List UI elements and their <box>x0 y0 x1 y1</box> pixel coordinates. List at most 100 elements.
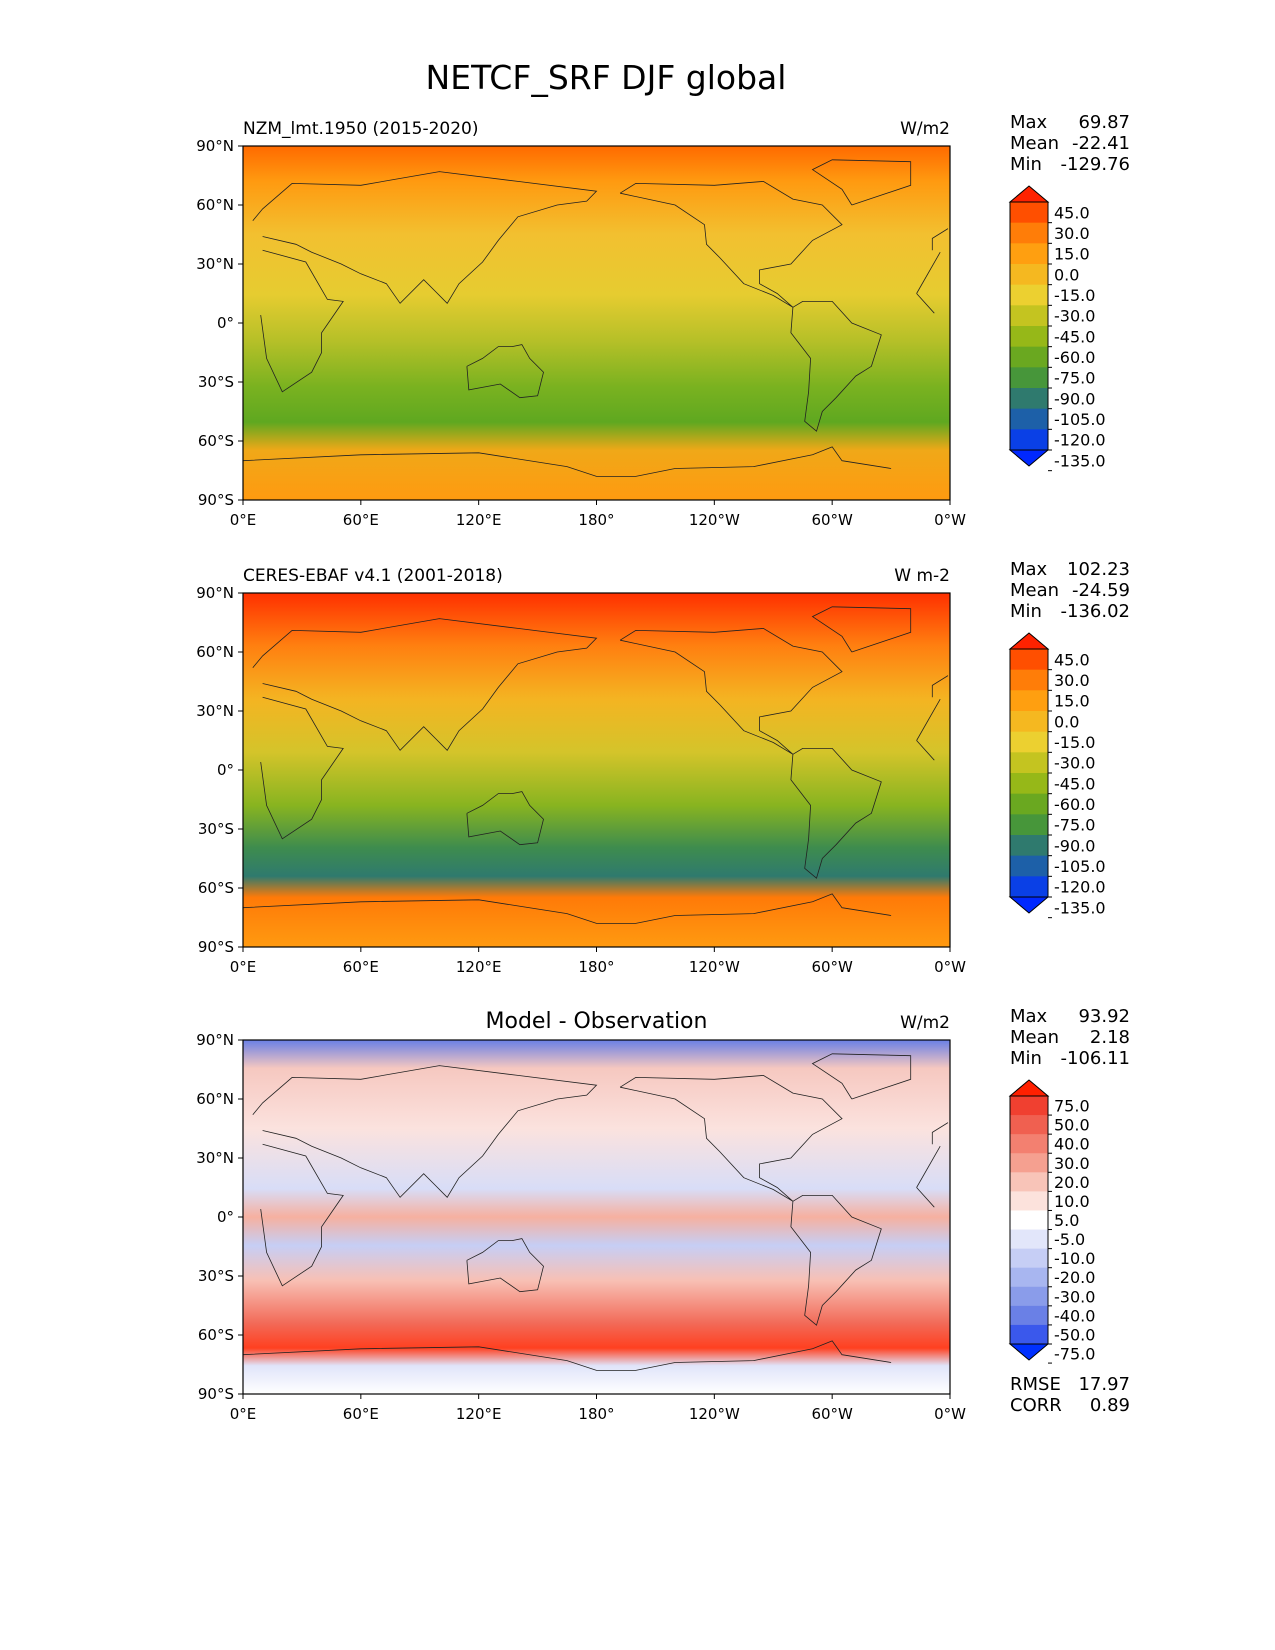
colorbar-tick-label: -105.0 <box>1054 410 1106 429</box>
colorbar-band <box>1010 429 1048 451</box>
stat-label: Max <box>1010 559 1048 580</box>
colorbar-band <box>1010 793 1048 815</box>
x-tick-label: 180° <box>578 511 614 529</box>
coastline-eurasia <box>252 1065 598 1198</box>
x-tick-label: 60°E <box>343 1405 379 1423</box>
x-tick-label: 0°W <box>934 511 966 529</box>
colorbar-tick-label: -45.0 <box>1054 774 1095 793</box>
y-tick-label: 60°N <box>196 1090 234 1108</box>
coastline-eurasia <box>252 618 598 751</box>
colorbar-tick-label: -45.0 <box>1054 327 1095 346</box>
colorbar-tick-label: -75.0 <box>1054 1345 1095 1364</box>
colorbar-band <box>1010 326 1048 348</box>
colorbar-tick-label: -20.0 <box>1054 1268 1095 1287</box>
colorbar-tick-label: 50.0 <box>1054 1116 1090 1135</box>
y-tick-label: 90°S <box>198 938 234 956</box>
colorbar-band <box>1010 1324 1048 1345</box>
colorbar-band <box>1010 1096 1048 1116</box>
coastline-samerica <box>790 748 882 879</box>
colorbar-tick-label: -40.0 <box>1054 1306 1095 1325</box>
colorbar-tick-label: 0.0 <box>1054 265 1079 284</box>
coastline-samerica <box>790 300 882 432</box>
map-field <box>243 1040 950 1394</box>
colorbar-extend-top <box>1008 1079 1050 1097</box>
colorbar-tick-label: -120.0 <box>1054 878 1106 897</box>
colorbar-band <box>1010 1191 1048 1211</box>
colorbar-tick-label: -120.0 <box>1054 431 1106 450</box>
x-tick-label: 120°E <box>456 958 502 976</box>
y-tick-label: 90°S <box>198 1385 234 1403</box>
y-tick-label: 30°S <box>198 1267 234 1285</box>
colorbar-tick-label: 0.0 <box>1054 712 1079 731</box>
coastline-africa <box>916 740 935 761</box>
coastline-eurasia <box>252 171 598 304</box>
y-tick-label: 30°N <box>196 255 234 273</box>
colorbar-tick-label: 30.0 <box>1054 671 1090 690</box>
coastline-australia <box>466 791 544 846</box>
colorbar-tick-label: -10.0 <box>1054 1249 1095 1268</box>
colorbar-band <box>1010 1267 1048 1288</box>
colorbar-extend-bottom <box>1008 896 1050 914</box>
colorbar-band <box>1010 305 1048 327</box>
y-tick-label: 90°S <box>198 491 234 509</box>
y-tick-label: 30°S <box>198 820 234 838</box>
colorbar-band <box>1010 264 1048 286</box>
x-tick-label: 120°E <box>456 511 502 529</box>
colorbar-extend-top <box>1008 632 1050 650</box>
y-tick-label: 30°N <box>196 1149 234 1167</box>
colorbar-tick-label: 15.0 <box>1054 245 1090 264</box>
colorbar-band <box>1010 876 1048 898</box>
x-tick-label: 60°W <box>811 958 853 976</box>
y-tick-label: 60°S <box>198 1326 234 1344</box>
colorbar-tick-label: -75.0 <box>1054 369 1095 388</box>
x-tick-label: 0°E <box>230 1405 257 1423</box>
colorbar-tick-label: -15.0 <box>1054 286 1095 305</box>
y-tick-label: 90°N <box>196 584 234 602</box>
x-tick-label: 60°E <box>343 958 379 976</box>
metric-label: CORR <box>1010 1395 1062 1416</box>
panel-title: Model - Observation <box>486 1009 708 1034</box>
y-tick-label: 60°S <box>198 432 234 450</box>
panel-title: CERES-EBAF v4.1 (2001-2018) <box>243 566 503 586</box>
stat-label: Min <box>1010 1048 1042 1069</box>
x-tick-label: 0°E <box>230 511 257 529</box>
colorbar-tick-label: 5.0 <box>1054 1211 1079 1230</box>
colorbar-band <box>1010 388 1048 410</box>
coastline-africa <box>916 1146 941 1188</box>
panel-1: NZM_lmt.1950 (2015-2020) W/m2 0°E 60°E 120°E… <box>196 112 1130 529</box>
colorbar-tick-label: 40.0 <box>1054 1135 1090 1154</box>
colorbar-tick-label: -75.0 <box>1054 816 1095 835</box>
coastline-africa <box>260 696 344 840</box>
colorbar-tick-label: -15.0 <box>1054 733 1095 752</box>
colorbar-extend-bottom <box>1008 1343 1050 1361</box>
stat-label: Mean <box>1010 133 1059 154</box>
y-tick-label: 90°N <box>196 137 234 155</box>
stat-label: Max <box>1010 112 1048 133</box>
colorbar-band <box>1010 649 1048 671</box>
x-tick-label: 60°W <box>811 1405 853 1423</box>
stat-label: Min <box>1010 154 1042 175</box>
colorbar-tick-label: -30.0 <box>1054 1287 1095 1306</box>
colorbar-band <box>1010 222 1048 244</box>
stat-label: Mean <box>1010 1027 1059 1048</box>
colorbar-tick-label: -105.0 <box>1054 857 1106 876</box>
colorbar-band <box>1010 752 1048 774</box>
coastline-africa <box>260 1143 344 1287</box>
stat-value: 2.18 <box>1090 1027 1130 1048</box>
x-tick-label: 60°W <box>811 511 853 529</box>
x-tick-label: 120°W <box>689 958 740 976</box>
colorbar-tick-label: 75.0 <box>1054 1097 1090 1116</box>
colorbar-tick-label: -50.0 <box>1054 1325 1095 1344</box>
coastline-africa <box>916 252 941 294</box>
stat-label: Max <box>1010 1006 1048 1027</box>
colorbar-tick-label: -135.0 <box>1054 898 1106 917</box>
colorbar-tick-label: 30.0 <box>1054 224 1090 243</box>
colorbar-band <box>1010 243 1048 265</box>
units-label: W/m2 <box>900 119 950 139</box>
colorbar-band <box>1010 1305 1048 1326</box>
x-tick-label: 120°W <box>689 1405 740 1423</box>
coastline-africa <box>916 1187 935 1208</box>
colorbar-band <box>1010 1248 1048 1269</box>
colorbar-frame <box>1009 1095 1049 1345</box>
